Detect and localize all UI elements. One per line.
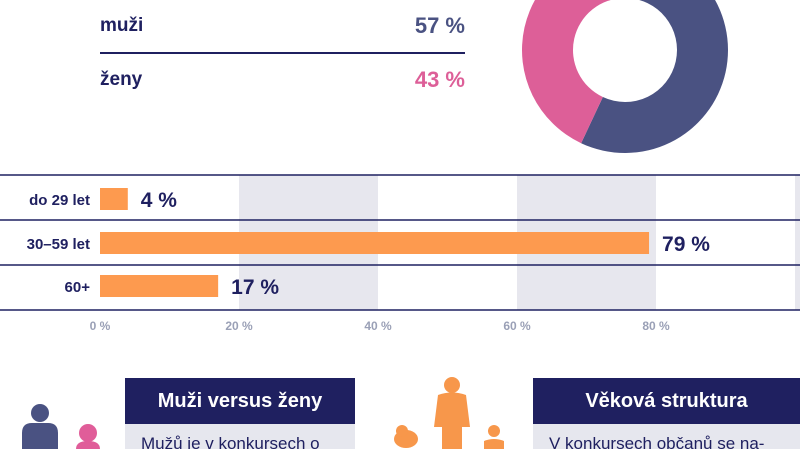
- bar-0: [100, 188, 128, 210]
- bar-value-label: 79 %: [662, 233, 710, 256]
- man-woman-silhouettes-icon: [22, 404, 100, 449]
- card-age-structure-title: Věková struktura: [533, 378, 800, 424]
- women-percentage: 43 %: [414, 67, 465, 92]
- x-tick-label: 80 %: [642, 319, 670, 333]
- family-silhouettes-icon: [394, 377, 504, 449]
- bar-2: [100, 275, 219, 297]
- donut-slice-men: [581, 0, 728, 153]
- card-age-structure-text: V konkursech občanů se na-: [549, 434, 765, 449]
- card-men-vs-women-text: Mužů je v konkursech o: [141, 434, 320, 449]
- men-label: muži: [100, 15, 144, 36]
- card-age-structure: Věková struktura V konkursech občanů se …: [533, 378, 800, 449]
- x-tick-label: 0 %: [90, 319, 111, 333]
- gender-row-women: ženy 43 %: [100, 54, 465, 106]
- men-percentage: 57 %: [414, 13, 465, 38]
- bar-1: [100, 232, 650, 254]
- grid-band: [795, 175, 800, 310]
- bar-category-label: 60+: [65, 279, 91, 296]
- x-tick-label: 20 %: [225, 319, 253, 333]
- gender-row-men: muži 57 %: [100, 0, 465, 54]
- age-bar-chart: do 29 let 4 % 30–59 let 79 % 60+ 17 % 0 % 20 % 4…: [0, 174, 800, 333]
- bar-category-label: do 29 let: [29, 192, 90, 209]
- donut-slice-women: [522, 0, 612, 144]
- bar-value-label: 4 %: [141, 189, 178, 212]
- gender-donut-chart: [522, 0, 728, 153]
- x-tick-label: 40 %: [364, 319, 392, 333]
- x-tick-label: 60 %: [503, 319, 531, 333]
- bar-category-label: 30–59 let: [27, 236, 90, 253]
- bar-value-label: 17 %: [231, 276, 279, 299]
- card-men-vs-women-title: Muži versus ženy: [125, 378, 355, 424]
- card-men-vs-women: Muži versus ženy Mužů je v konkursech o: [125, 378, 355, 449]
- women-label: ženy: [100, 69, 143, 90]
